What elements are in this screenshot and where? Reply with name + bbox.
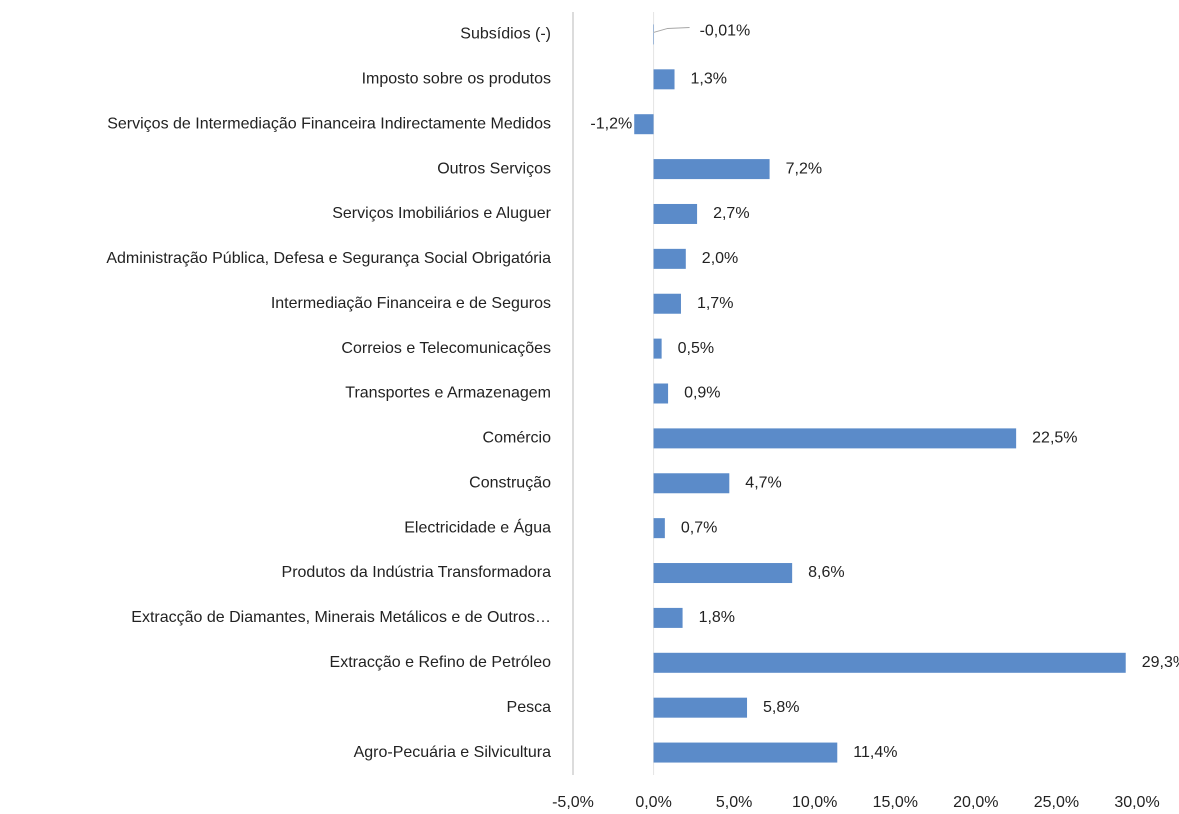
value-label: 1,3% bbox=[691, 71, 727, 88]
category-label: Pesca bbox=[507, 699, 552, 716]
category-label: Correios e Telecomunicações bbox=[341, 340, 551, 357]
category-label: Comércio bbox=[483, 430, 552, 447]
category-label: Administração Pública, Defesa e Seguranç… bbox=[106, 250, 551, 267]
category-label: Intermediação Financeira e de Seguros bbox=[271, 295, 551, 312]
bar bbox=[653, 473, 730, 494]
category-label: Construção bbox=[469, 474, 551, 491]
bar bbox=[653, 248, 686, 269]
leader-line bbox=[653, 26, 690, 33]
value-label: -1,2% bbox=[590, 115, 632, 132]
bar bbox=[653, 24, 654, 45]
x-tick-label: 0,0% bbox=[635, 794, 671, 811]
bar bbox=[653, 742, 838, 763]
bar bbox=[653, 203, 698, 224]
value-label: 7,2% bbox=[786, 160, 822, 177]
value-label: 0,5% bbox=[678, 340, 714, 357]
category-label: Electricidade e Água bbox=[404, 517, 551, 536]
category-label: Produtos da Indústria Transformadora bbox=[282, 564, 552, 581]
bar bbox=[653, 428, 1017, 449]
category-label: Extracção de Diamantes, Minerais Metálic… bbox=[131, 609, 551, 626]
bar bbox=[653, 383, 669, 404]
x-tick-label: 15,0% bbox=[873, 794, 918, 811]
value-label: -0,01% bbox=[700, 23, 751, 40]
bar bbox=[653, 518, 665, 539]
x-tick-label: 30,0% bbox=[1114, 794, 1159, 811]
bar bbox=[653, 293, 681, 314]
value-label: 1,7% bbox=[697, 295, 733, 312]
x-tick-label: 5,0% bbox=[716, 794, 752, 811]
category-label: Imposto sobre os produtos bbox=[362, 71, 551, 88]
bar bbox=[653, 607, 683, 628]
value-label: 1,8% bbox=[699, 609, 735, 626]
bar bbox=[653, 338, 662, 359]
bar bbox=[653, 69, 675, 90]
category-label: Outros Serviços bbox=[437, 160, 551, 177]
bar bbox=[653, 652, 1126, 673]
value-label: 4,7% bbox=[745, 474, 781, 491]
category-label: Serviços de Intermediação Financeira Ind… bbox=[107, 115, 551, 132]
category-label: Subsídios (-) bbox=[460, 26, 551, 43]
value-label: 11,4% bbox=[853, 744, 897, 761]
category-label: Serviços Imobiliários e Aluguer bbox=[332, 205, 551, 222]
category-label: Extracção e Refino de Petróleo bbox=[330, 654, 552, 671]
x-tick-label: 10,0% bbox=[792, 794, 837, 811]
bar bbox=[653, 697, 748, 718]
x-tick-label: 25,0% bbox=[1034, 794, 1079, 811]
value-label: 2,7% bbox=[713, 205, 749, 222]
category-label: Agro-Pecuária e Silvicultura bbox=[354, 744, 552, 761]
value-label: 8,6% bbox=[808, 564, 844, 581]
value-label: 5,8% bbox=[763, 699, 799, 716]
category-label: Transportes e Armazenagem bbox=[345, 385, 551, 402]
value-label: 0,7% bbox=[681, 519, 717, 536]
bar bbox=[653, 563, 793, 584]
value-label: 0,9% bbox=[684, 385, 720, 402]
value-label: 22,5% bbox=[1032, 430, 1077, 447]
bar bbox=[634, 114, 654, 135]
x-tick-label: -5,0% bbox=[552, 794, 594, 811]
value-label: 29,3% bbox=[1142, 654, 1179, 671]
x-tick-label: 20,0% bbox=[953, 794, 998, 811]
bar bbox=[653, 159, 770, 180]
value-label: 2,0% bbox=[702, 250, 738, 267]
